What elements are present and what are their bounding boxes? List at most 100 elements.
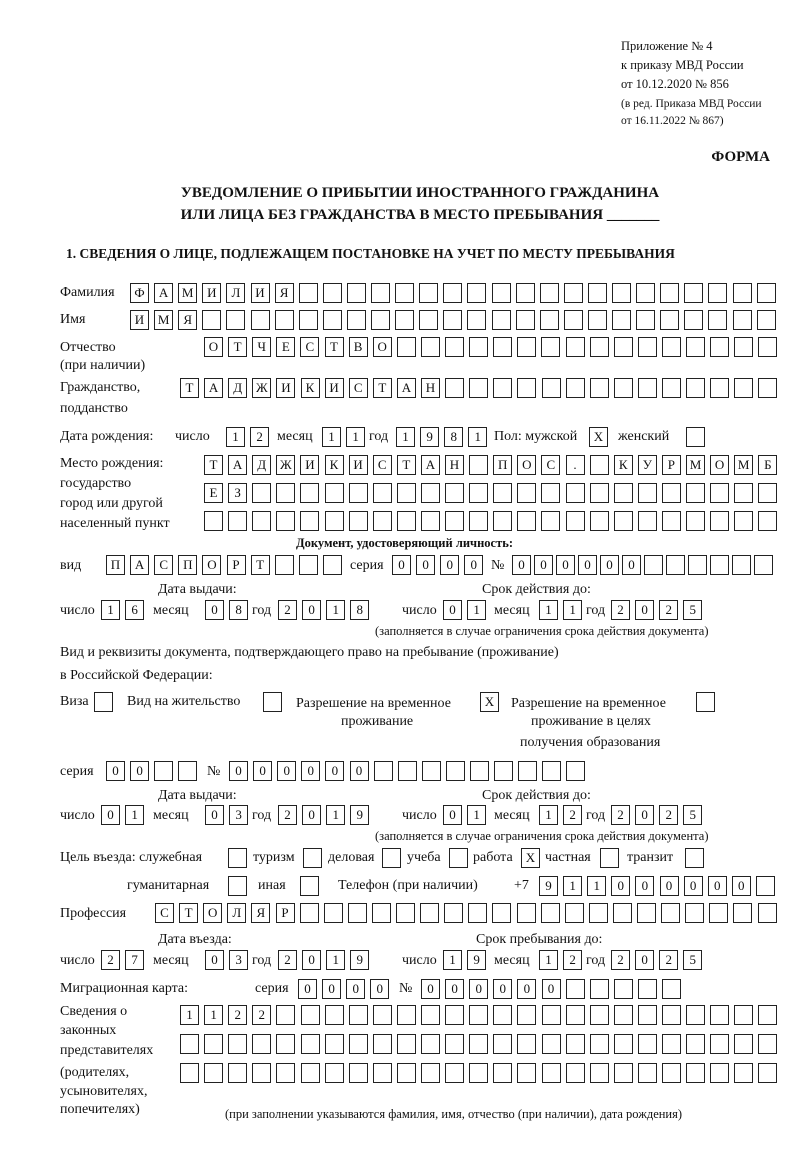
char-cell[interactable]: 1 bbox=[587, 876, 606, 896]
char-cell[interactable] bbox=[662, 979, 681, 999]
char-cell[interactable] bbox=[276, 1063, 295, 1083]
purpose-other-checkbox[interactable] bbox=[300, 876, 324, 896]
id-number-field[interactable]: 000000 bbox=[512, 555, 776, 575]
char-cell[interactable]: 0 bbox=[660, 876, 679, 896]
char-cell[interactable] bbox=[686, 378, 705, 398]
char-cell[interactable]: 2 bbox=[563, 950, 582, 970]
char-cell[interactable]: 0 bbox=[130, 761, 149, 781]
char-cell[interactable]: С bbox=[300, 337, 319, 357]
char-cell[interactable]: Т bbox=[325, 337, 344, 357]
char-cell[interactable]: 0 bbox=[611, 876, 630, 896]
char-cell[interactable]: Я bbox=[178, 310, 197, 330]
char-cell[interactable] bbox=[371, 310, 390, 330]
char-cell[interactable]: 1 bbox=[467, 600, 486, 620]
purpose-private-checkbox[interactable] bbox=[600, 848, 624, 868]
char-cell[interactable]: К bbox=[614, 455, 633, 475]
char-cell[interactable]: 2 bbox=[278, 950, 297, 970]
char-cell[interactable] bbox=[323, 283, 342, 303]
char-cell[interactable]: Т bbox=[397, 455, 416, 475]
char-cell[interactable] bbox=[445, 1063, 464, 1083]
char-cell[interactable] bbox=[637, 903, 656, 923]
char-cell[interactable] bbox=[371, 283, 390, 303]
char-cell[interactable] bbox=[666, 555, 685, 575]
char-cell[interactable]: 1 bbox=[125, 805, 144, 825]
char-cell[interactable]: А bbox=[154, 283, 173, 303]
char-cell[interactable]: 0 bbox=[443, 805, 462, 825]
stay-valid-day-field[interactable]: 01 bbox=[443, 805, 491, 825]
char-cell[interactable]: А bbox=[421, 455, 440, 475]
char-cell[interactable]: 0 bbox=[556, 555, 575, 575]
char-cell[interactable] bbox=[469, 1063, 488, 1083]
char-cell[interactable] bbox=[419, 310, 438, 330]
char-cell[interactable]: 0 bbox=[322, 979, 341, 999]
char-cell[interactable] bbox=[467, 283, 486, 303]
char-cell[interactable]: 0 bbox=[298, 979, 317, 999]
char-cell[interactable] bbox=[421, 1034, 440, 1054]
char-cell[interactable]: 0 bbox=[534, 555, 553, 575]
char-cell[interactable] bbox=[395, 310, 414, 330]
char-cell[interactable]: 1 bbox=[396, 427, 415, 447]
char-cell[interactable] bbox=[276, 1005, 295, 1025]
entry-day-field[interactable]: 27 bbox=[101, 950, 149, 970]
char-cell[interactable] bbox=[734, 1063, 753, 1083]
char-cell[interactable] bbox=[590, 1034, 609, 1054]
char-cell[interactable] bbox=[661, 903, 680, 923]
char-cell[interactable]: 0 bbox=[229, 761, 248, 781]
stay-until-month-field[interactable]: 12 bbox=[539, 950, 587, 970]
char-cell[interactable]: 0 bbox=[493, 979, 512, 999]
char-cell[interactable] bbox=[228, 1063, 247, 1083]
char-cell[interactable]: С bbox=[349, 378, 368, 398]
char-cell[interactable] bbox=[612, 310, 631, 330]
char-cell[interactable] bbox=[180, 1034, 199, 1054]
char-cell[interactable]: 0 bbox=[635, 805, 654, 825]
char-cell[interactable]: 0 bbox=[622, 555, 641, 575]
char-cell[interactable]: И bbox=[202, 283, 221, 303]
char-cell[interactable]: У bbox=[638, 455, 657, 475]
birthplace-field-3[interactable] bbox=[204, 511, 782, 531]
char-cell[interactable] bbox=[397, 337, 416, 357]
char-cell[interactable] bbox=[733, 283, 752, 303]
char-cell[interactable]: Т bbox=[204, 455, 223, 475]
char-cell[interactable]: 2 bbox=[611, 950, 630, 970]
char-cell[interactable] bbox=[300, 876, 319, 896]
char-cell[interactable]: 1 bbox=[539, 600, 558, 620]
char-cell[interactable]: 2 bbox=[101, 950, 120, 970]
char-cell[interactable] bbox=[566, 761, 585, 781]
char-cell[interactable]: X bbox=[480, 692, 499, 712]
char-cell[interactable]: 1 bbox=[101, 600, 120, 620]
char-cell[interactable]: 0 bbox=[635, 876, 654, 896]
char-cell[interactable] bbox=[325, 511, 344, 531]
char-cell[interactable]: 0 bbox=[578, 555, 597, 575]
char-cell[interactable] bbox=[542, 378, 561, 398]
char-cell[interactable]: 8 bbox=[229, 600, 248, 620]
char-cell[interactable] bbox=[566, 979, 585, 999]
char-cell[interactable]: 1 bbox=[539, 950, 558, 970]
char-cell[interactable] bbox=[710, 1034, 729, 1054]
char-cell[interactable] bbox=[493, 483, 512, 503]
char-cell[interactable]: 1 bbox=[539, 805, 558, 825]
purpose-transit-checkbox[interactable] bbox=[685, 848, 709, 868]
char-cell[interactable]: О bbox=[710, 455, 729, 475]
char-cell[interactable] bbox=[228, 876, 247, 896]
char-cell[interactable] bbox=[420, 903, 439, 923]
char-cell[interactable]: 0 bbox=[600, 555, 619, 575]
char-cell[interactable] bbox=[373, 483, 392, 503]
char-cell[interactable] bbox=[517, 483, 536, 503]
char-cell[interactable] bbox=[445, 378, 464, 398]
char-cell[interactable]: 0 bbox=[205, 600, 224, 620]
char-cell[interactable]: И bbox=[130, 310, 149, 330]
char-cell[interactable] bbox=[443, 283, 462, 303]
char-cell[interactable]: 1 bbox=[443, 950, 462, 970]
char-cell[interactable]: 1 bbox=[563, 600, 582, 620]
char-cell[interactable] bbox=[734, 1034, 753, 1054]
char-cell[interactable] bbox=[696, 692, 715, 712]
char-cell[interactable] bbox=[757, 310, 776, 330]
stay-issue-day-field[interactable]: 01 bbox=[101, 805, 149, 825]
mig-series-field[interactable]: 0000 bbox=[298, 979, 394, 999]
char-cell[interactable] bbox=[204, 511, 223, 531]
char-cell[interactable]: Т bbox=[180, 378, 199, 398]
char-cell[interactable]: 9 bbox=[467, 950, 486, 970]
char-cell[interactable] bbox=[566, 483, 585, 503]
char-cell[interactable] bbox=[445, 1005, 464, 1025]
char-cell[interactable] bbox=[566, 1034, 585, 1054]
